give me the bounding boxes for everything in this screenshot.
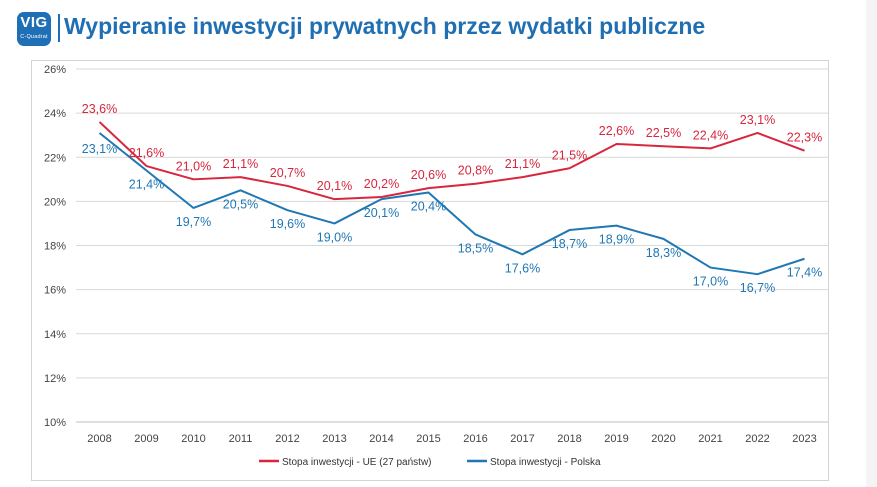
x-tick-label: 2021 <box>698 433 722 445</box>
x-tick-label: 2019 <box>604 433 628 445</box>
data-label-pl: 23,1% <box>82 142 117 156</box>
data-label-pl: 18,3% <box>646 246 681 260</box>
data-label-eu: 21,6% <box>129 146 164 160</box>
page-title: Wypieranie inwestycji prywatnych przez w… <box>64 13 706 39</box>
x-tick-label: 2009 <box>134 433 158 445</box>
y-tick-label: 24% <box>44 108 66 120</box>
data-label-pl: 20,4% <box>411 200 446 214</box>
data-label-pl: 21,4% <box>129 177 164 191</box>
logo-subtext: C-Quadrat <box>20 34 48 40</box>
x-tick-label: 2014 <box>369 433 393 445</box>
data-label-pl: 20,5% <box>223 197 258 211</box>
x-tick-label: 2013 <box>322 433 346 445</box>
x-tick-label: 2022 <box>745 433 769 445</box>
data-label-eu: 20,8% <box>458 164 493 178</box>
data-label-eu: 23,6% <box>82 102 117 116</box>
data-label-pl: 18,7% <box>552 237 587 251</box>
x-tick-label: 2020 <box>651 433 675 445</box>
data-label-eu: 21,1% <box>223 157 258 171</box>
data-label-pl: 20,1% <box>364 206 399 220</box>
header: VIG C-Quadrat Wypieranie inwestycji pryw… <box>0 0 877 52</box>
y-tick-label: 22% <box>44 152 66 164</box>
data-label-pl: 18,9% <box>599 233 634 247</box>
x-tick-label: 2018 <box>557 433 581 445</box>
y-tick-label: 12% <box>44 373 66 385</box>
vig-logo: VIG C-Quadrat <box>17 12 51 46</box>
x-tick-label: 2023 <box>792 433 816 445</box>
x-tick-label: 2010 <box>181 433 205 445</box>
data-label-eu: 20,2% <box>364 177 399 191</box>
series-line-pl <box>98 132 805 276</box>
data-label-eu: 22,5% <box>646 126 681 140</box>
data-label-eu: 23,1% <box>740 113 775 127</box>
data-label-eu: 21,5% <box>552 148 587 162</box>
legend-label: Stopa inwestycji - UE (27 państw) <box>282 457 432 468</box>
data-label-pl: 19,0% <box>317 230 352 244</box>
y-tick-label: 26% <box>44 64 66 76</box>
x-tick-label: 2016 <box>463 433 487 445</box>
data-label-pl: 17,0% <box>693 275 728 289</box>
data-label-eu: 22,4% <box>693 128 728 142</box>
data-label-pl: 16,7% <box>740 281 775 295</box>
y-tick-label: 10% <box>44 417 66 429</box>
x-tick-label: 2015 <box>416 433 440 445</box>
x-tick-label: 2017 <box>510 433 534 445</box>
window-edge <box>866 0 877 487</box>
data-label-eu: 20,1% <box>317 179 352 193</box>
data-label-eu: 21,1% <box>505 157 540 171</box>
data-label-pl: 18,5% <box>458 241 493 255</box>
y-tick-label: 14% <box>44 329 66 341</box>
data-label-pl: 17,4% <box>787 266 822 280</box>
y-tick-label: 18% <box>44 241 66 253</box>
data-label-pl: 19,7% <box>176 215 211 229</box>
data-label-eu: 22,3% <box>787 131 822 145</box>
data-label-eu: 22,6% <box>599 124 634 138</box>
data-label-pl: 17,6% <box>505 261 540 275</box>
data-label-eu: 21,0% <box>176 159 211 173</box>
title-divider <box>58 14 60 42</box>
x-tick-label: 2011 <box>229 433 253 445</box>
data-label-eu: 20,7% <box>270 166 305 180</box>
legend-label: Stopa inwestycji - Polska <box>490 457 601 468</box>
data-label-eu: 20,6% <box>411 168 446 182</box>
chart-frame <box>31 60 829 481</box>
data-label-pl: 19,6% <box>270 217 305 231</box>
x-tick-label: 2012 <box>275 433 299 445</box>
series-line-eu <box>98 121 805 201</box>
x-tick-label: 2008 <box>87 433 111 445</box>
y-tick-label: 16% <box>44 285 66 297</box>
y-tick-label: 20% <box>44 196 66 208</box>
logo-text: VIG <box>20 14 48 31</box>
